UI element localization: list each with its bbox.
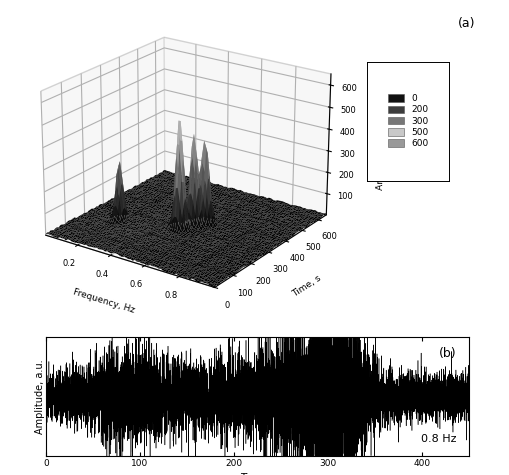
X-axis label: Time, s: Time, s (239, 473, 275, 475)
Text: (b): (b) (438, 347, 456, 360)
Y-axis label: Amplitude, a.u.: Amplitude, a.u. (35, 359, 44, 434)
Text: (a): (a) (457, 17, 474, 29)
Text: 0.8 Hz: 0.8 Hz (420, 434, 456, 444)
X-axis label: Frequency, Hz: Frequency, Hz (72, 287, 136, 315)
Legend: 0, 200, 300, 500, 600: 0, 200, 300, 500, 600 (384, 91, 430, 151)
Y-axis label: Time, s: Time, s (290, 274, 322, 299)
